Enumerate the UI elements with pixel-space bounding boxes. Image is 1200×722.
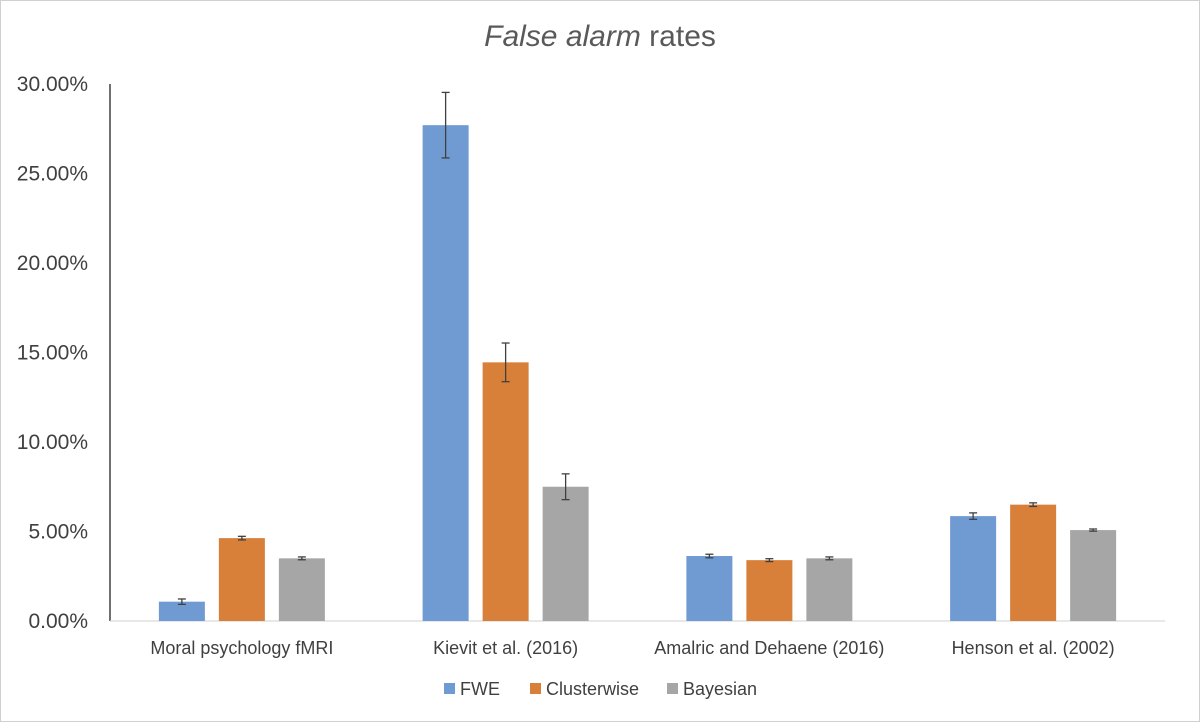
bar-clusterwise-3	[1010, 504, 1057, 621]
bar-fwe-2	[686, 556, 733, 621]
x-axis: Moral psychology fMRI Kievit et al. (2016…	[110, 620, 1165, 658]
y-tick-label: 15.00%	[17, 342, 88, 365]
y-tick-label: 5.00%	[28, 521, 88, 544]
y-tick-label: 0.00%	[28, 610, 88, 633]
error-bar-fwe-3	[969, 512, 978, 520]
legend-swatch-clusterwise	[530, 683, 541, 694]
chart-title: False alarm rates	[484, 20, 716, 53]
bar-clusterwise-1	[482, 362, 529, 621]
y-tick-label: 30.00%	[17, 73, 88, 96]
legend-label-bayesian: Bayesian	[683, 679, 757, 699]
bars	[158, 125, 1117, 622]
legend-swatch-bayesian	[667, 683, 678, 694]
x-tick-label: Henson et al. (2002)	[952, 638, 1115, 658]
x-tick-label: Moral psychology fMRI	[150, 638, 333, 658]
y-axis: 0.00% 5.00% 10.00% 15.00% 20.00% 25.00% 30.00%	[17, 73, 111, 633]
x-tick-label: Kievit et al. (2016)	[433, 638, 578, 658]
legend-label-clusterwise: Clusterwise	[546, 679, 639, 699]
x-tick-label: Amalric and Dehaene (2016)	[654, 638, 884, 658]
legend-swatch-fwe	[444, 683, 455, 694]
error-bar-fwe-0	[177, 598, 186, 606]
bar-fwe-3	[950, 516, 997, 621]
error-bar-clusterwise-0	[237, 535, 246, 541]
error-bar-clusterwise-2	[765, 558, 774, 563]
bar-bayesian-0	[278, 558, 325, 621]
error-bar-bayesian-2	[825, 556, 834, 561]
bar-fwe-1	[422, 125, 469, 622]
y-tick-label: 10.00%	[17, 431, 88, 454]
bar-bayesian-1	[542, 486, 589, 621]
error-bar-clusterwise-1	[501, 342, 510, 383]
y-tick-label: 25.00%	[17, 163, 88, 186]
legend: FWE Clusterwise Bayesian	[444, 679, 757, 699]
chart-title-rest: rates	[641, 20, 716, 53]
error-bars	[177, 91, 1098, 606]
error-bar-bayesian-3	[1089, 528, 1098, 532]
error-bar-fwe-2	[705, 553, 714, 559]
bar-bayesian-2	[806, 558, 853, 621]
bar-fwe-0	[158, 601, 205, 621]
bar-bayesian-3	[1070, 530, 1117, 621]
y-tick-label: 20.00%	[17, 252, 88, 275]
bar-clusterwise-2	[746, 560, 793, 621]
chart-title-italic: False alarm	[484, 20, 641, 53]
error-bar-bayesian-1	[561, 473, 570, 501]
error-bar-bayesian-0	[297, 556, 306, 561]
legend-label-fwe: FWE	[460, 679, 500, 699]
error-bar-clusterwise-3	[1029, 502, 1038, 508]
error-bar-fwe-1	[441, 91, 450, 159]
bar-clusterwise-0	[218, 538, 265, 621]
